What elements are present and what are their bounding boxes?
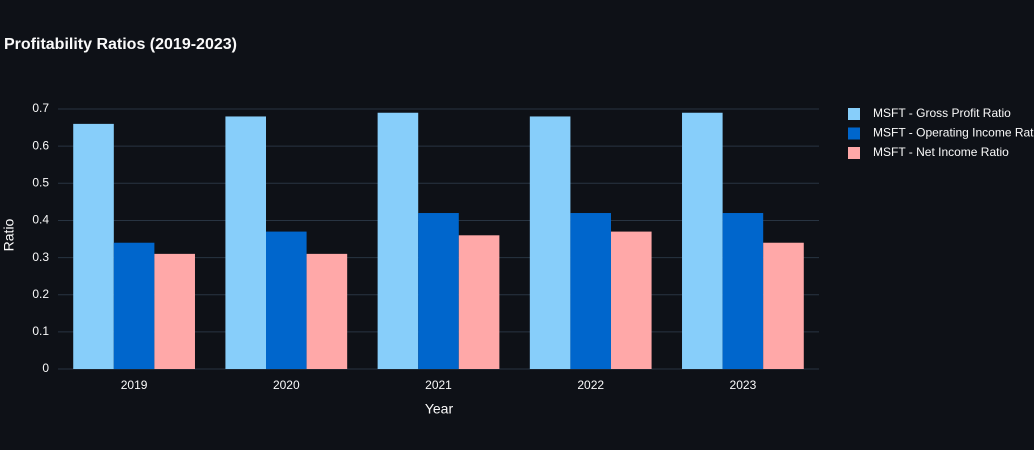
x-tick-label: 2023 — [730, 378, 757, 392]
bar — [458, 235, 500, 369]
x-tick-label: 2022 — [577, 378, 604, 392]
y-tick-label: 0.7 — [32, 101, 49, 115]
bar — [225, 116, 267, 369]
bar — [763, 242, 804, 369]
legend-label: MSFT - Net Income Ratio — [873, 145, 1009, 159]
y-tick-label: 0.4 — [32, 213, 49, 227]
legend-label: MSFT - Gross Profit Ratio — [873, 106, 1011, 120]
x-tick-label: 2021 — [425, 378, 452, 392]
bar — [722, 213, 764, 369]
bar — [113, 242, 155, 369]
y-tick-label: 0.3 — [32, 250, 49, 264]
y-tick-label: 0.1 — [32, 324, 49, 338]
bar — [377, 112, 419, 369]
chart-title: Profitability Ratios (2019-2023) — [4, 36, 237, 53]
bar — [266, 231, 307, 369]
bar — [418, 213, 459, 369]
y-tick-label: 0.5 — [32, 175, 49, 189]
legend-label: MSFT - Operating Income Ratio — [873, 126, 1034, 140]
legend-swatch — [848, 108, 860, 120]
y-tick-label: 0.6 — [32, 138, 49, 152]
bar — [73, 123, 114, 369]
bar — [306, 253, 348, 369]
y-axis-title: Ratio — [1, 218, 17, 251]
x-axis-title: Year — [425, 401, 454, 417]
x-tick-label: 2020 — [273, 378, 300, 392]
bar — [610, 231, 652, 369]
bar — [529, 116, 571, 369]
y-tick-label: 0 — [42, 361, 49, 375]
legend-swatch — [848, 127, 860, 140]
bar — [154, 253, 195, 369]
bar — [682, 112, 723, 369]
legend-swatch — [848, 147, 860, 159]
x-tick-label: 2019 — [121, 378, 148, 392]
bar — [570, 213, 611, 369]
y-tick-label: 0.2 — [32, 287, 49, 301]
